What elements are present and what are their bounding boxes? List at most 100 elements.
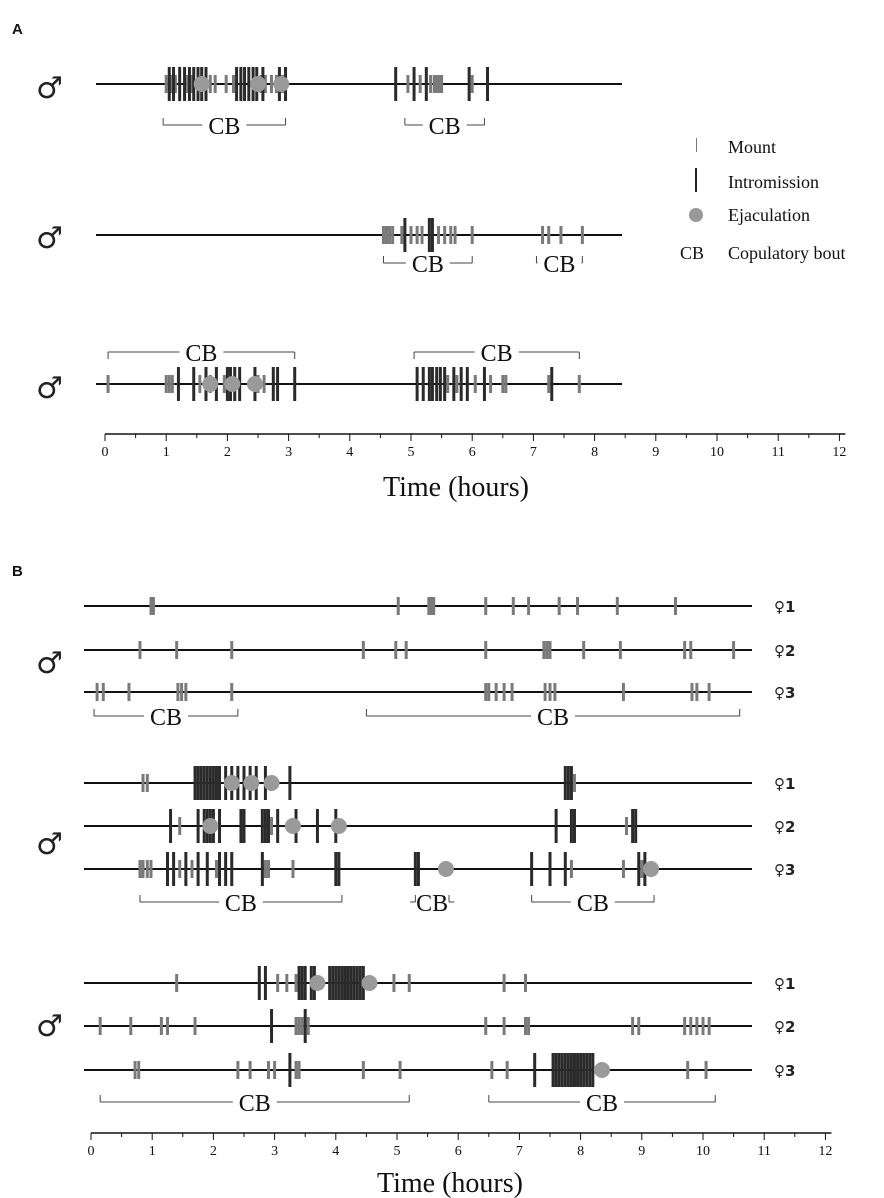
intromission-mark-b3-3-4 <box>557 1053 561 1087</box>
ejaculation-mark-b2-3-1 <box>642 861 659 877</box>
mount-mark-b3-1-6 <box>502 974 506 992</box>
mount-mark-b3-3-10 <box>490 1061 494 1079</box>
intromission-mark-a3-12 <box>415 367 419 401</box>
mount-mark-b3-2-6 <box>297 1017 301 1035</box>
mount-mark-a2-15 <box>559 226 563 244</box>
mount-mark-b3-1-5 <box>407 974 411 992</box>
mount-mark-b1-3-13 <box>548 683 552 701</box>
mount-mark-b2-3-4 <box>178 860 182 878</box>
female-label-b1-1: ♀1 <box>774 598 795 616</box>
mount-mark-b2-3-13 <box>640 860 644 878</box>
panel-a-letter: A <box>12 21 23 38</box>
mount-mark-b2-3-12 <box>621 860 625 878</box>
intromission-mark-a3-18 <box>443 367 447 401</box>
bout-label-a1-1: CB <box>429 114 461 140</box>
male-symbol-a2: ♂ <box>36 221 63 256</box>
ejaculation-mark-b3-1-0 <box>309 975 326 991</box>
intromission-mark-b3-3-6 <box>563 1053 567 1087</box>
intromission-mark-a3-11 <box>293 367 297 401</box>
mount-mark-b1-2-10 <box>582 641 586 659</box>
mount-mark-b3-2-5 <box>294 1017 298 1035</box>
bout-label-a1-0: CB <box>208 114 240 140</box>
intromission-mark-a3-23 <box>550 367 554 401</box>
male-symbol-b3: ♂ <box>36 1009 63 1044</box>
intromission-mark-b2-1-3 <box>202 766 206 800</box>
mount-mark-a1-16 <box>429 75 433 93</box>
mount-mark-b3-2-16 <box>689 1017 693 1035</box>
x-tick-label-a-5: 5 <box>408 445 415 460</box>
intromission-mark-a1-19 <box>412 67 416 101</box>
mount-mark-b1-3-9 <box>494 683 498 701</box>
x-tick-label-b-3: 3 <box>271 1144 278 1159</box>
mount-mark-a2-16 <box>580 226 584 244</box>
intromission-mark-a3-17 <box>438 367 442 401</box>
intromission-mark-b3-3-10 <box>576 1053 580 1087</box>
intromission-mark-a1-10 <box>239 67 243 101</box>
intromission-mark-a1-1 <box>172 67 176 101</box>
intromission-mark-b3-1-11 <box>340 966 344 1000</box>
x-tick-label-b-0: 0 <box>88 1144 95 1159</box>
intromission-mark-b3-3-5 <box>560 1053 564 1087</box>
mount-mark-b3-2-7 <box>300 1017 304 1035</box>
mount-mark-b3-2-1 <box>129 1017 133 1035</box>
mount-mark-a3-15 <box>547 375 551 393</box>
mount-mark-b3-2-11 <box>524 1017 528 1035</box>
intromission-mark-b3-1-9 <box>334 966 338 1000</box>
mount-mark-a2-4 <box>400 226 404 244</box>
mount-mark-b3-2-9 <box>484 1017 488 1035</box>
intromission-mark-b2-1-18 <box>566 766 570 800</box>
intromission-mark-b3-1-17 <box>358 966 362 1000</box>
intromission-mark-b3-1-0 <box>257 966 261 1000</box>
intromission-mark-b3-1-16 <box>355 966 359 1000</box>
mount-mark-b1-3-2 <box>127 683 131 701</box>
intromission-mark-b2-2-7 <box>239 809 243 843</box>
mount-mark-a2-12 <box>470 226 474 244</box>
mount-mark-a3-12 <box>489 375 493 393</box>
intromission-mark-a1-4 <box>187 67 191 101</box>
mount-mark-b1-3-8 <box>487 683 491 701</box>
intromission-mark-b2-2-0 <box>169 809 173 843</box>
panel-b-letter: B <box>12 563 23 580</box>
intromission-mark-b2-3-0 <box>166 852 169 886</box>
mount-mark-a1-6 <box>213 75 217 93</box>
legend-ejaculation-label: Ejaculation <box>728 205 810 225</box>
intromission-mark-b2-1-16 <box>288 766 292 800</box>
x-tick-label-a-11: 11 <box>771 445 784 460</box>
x-tick-label-a-0: 0 <box>102 445 109 460</box>
intromission-mark-b3-1-13 <box>346 966 350 1000</box>
legend: Mount Intromission Ejaculation CB Copula… <box>680 137 846 263</box>
intromission-mark-b3-1-8 <box>331 966 335 1000</box>
intromission-mark-a3-19 <box>452 367 456 401</box>
intromission-mark-b2-1-19 <box>569 766 573 800</box>
x-tick-label-a-8: 8 <box>591 445 598 460</box>
female-label-b3-2: ♀2 <box>774 1018 795 1036</box>
mount-mark-b3-2-18 <box>701 1017 705 1035</box>
x-tick-label-b-2: 2 <box>210 1144 217 1159</box>
mount-mark-b1-2-4 <box>394 641 398 659</box>
mount-mark-a2-8 <box>437 226 441 244</box>
intromission-mark-b2-3-1 <box>172 852 176 886</box>
intromission-mark-b2-3-6 <box>224 852 228 886</box>
mount-mark-a1-5 <box>208 75 212 93</box>
intromission-mark-b2-3-4 <box>205 852 209 886</box>
intromission-mark-b2-2-18 <box>572 809 576 843</box>
male-symbol-b2: ♂ <box>36 827 63 862</box>
mount-mark-b3-1-4 <box>392 974 396 992</box>
intromission-mark-a3-20 <box>459 367 463 401</box>
intromission-mark-b2-1-5 <box>208 766 212 800</box>
mount-mark-b3-2-12 <box>527 1017 531 1035</box>
mount-mark-b3-3-6 <box>294 1061 298 1079</box>
x-tick-label-a-2: 2 <box>224 445 231 460</box>
ejaculation-mark-b2-1-0 <box>223 775 240 791</box>
mount-mark-a1-1 <box>169 75 173 93</box>
mount-mark-b1-3-12 <box>543 683 547 701</box>
mount-mark-b3-3-1 <box>137 1061 141 1079</box>
x-tick-label-a-3: 3 <box>285 445 292 460</box>
x-tick-label-b-7: 7 <box>516 1144 523 1159</box>
mount-mark-a3-10 <box>455 375 459 393</box>
mount-mark-b3-2-15 <box>683 1017 687 1035</box>
mount-mark-a1-14 <box>406 75 410 93</box>
mount-mark-b1-3-0 <box>95 683 99 701</box>
mount-mark-b3-2-13 <box>631 1017 635 1035</box>
mount-mark-a1-11 <box>269 75 273 93</box>
